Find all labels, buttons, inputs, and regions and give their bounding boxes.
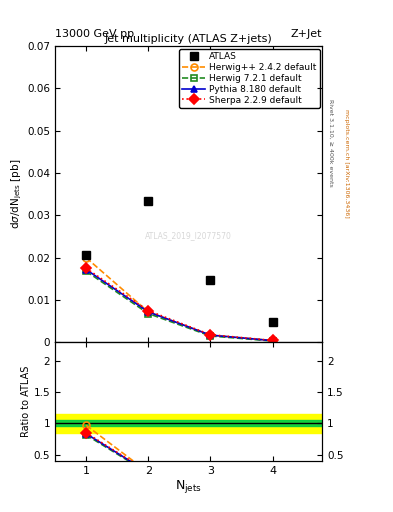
ATLAS (270, 319, 275, 325)
Line: Sherpa 2.2.9 default: Sherpa 2.2.9 default (83, 265, 276, 344)
Pythia 8.180 default (84, 266, 88, 272)
Text: ATLAS_2019_I2077570: ATLAS_2019_I2077570 (145, 231, 232, 240)
Sherpa 2.2.9 default (84, 265, 88, 271)
Text: Z+Jet: Z+Jet (291, 29, 322, 39)
Title: Jet multiplicity (ATLAS Z+jets): Jet multiplicity (ATLAS Z+jets) (105, 34, 272, 44)
Sherpa 2.2.9 default (270, 337, 275, 344)
Legend: ATLAS, Herwig++ 2.4.2 default, Herwig 7.2.1 default, Pythia 8.180 default, Sherp: ATLAS, Herwig++ 2.4.2 default, Herwig 7.… (179, 49, 320, 108)
Sherpa 2.2.9 default (146, 308, 151, 314)
Line: Herwig 7.2.1 default: Herwig 7.2.1 default (83, 268, 276, 345)
Text: 13000 GeV pp: 13000 GeV pp (55, 29, 134, 39)
Line: ATLAS: ATLAS (82, 197, 277, 326)
Herwig 7.2.1 default (84, 268, 88, 274)
Line: Herwig++ 2.4.2 default: Herwig++ 2.4.2 default (83, 254, 276, 344)
ATLAS (146, 198, 151, 204)
Herwig 7.2.1 default (146, 310, 151, 316)
Bar (55, 414, 322, 433)
Pythia 8.180 default (270, 337, 275, 344)
Line: Pythia 8.180 default: Pythia 8.180 default (83, 266, 276, 344)
X-axis label: N$_{\rm jets}$: N$_{\rm jets}$ (175, 478, 202, 496)
Herwig++ 2.4.2 default (146, 309, 151, 315)
Sherpa 2.2.9 default (208, 332, 213, 338)
Text: mcplots.cern.ch [arXiv:1306.3436]: mcplots.cern.ch [arXiv:1306.3436] (344, 110, 349, 218)
Pythia 8.180 default (146, 309, 151, 315)
ATLAS (208, 277, 213, 283)
Y-axis label: Ratio to ATLAS: Ratio to ATLAS (21, 366, 31, 437)
ATLAS (84, 252, 88, 258)
Y-axis label: d$\sigma$/dN$_{\rm jets}$ [pb]: d$\sigma$/dN$_{\rm jets}$ [pb] (10, 159, 24, 229)
Herwig++ 2.4.2 default (84, 254, 88, 261)
Bar (55, 420, 322, 426)
Herwig++ 2.4.2 default (270, 337, 275, 344)
Text: Rivet 3.1.10, ≥ 400k events: Rivet 3.1.10, ≥ 400k events (328, 99, 333, 187)
Herwig++ 2.4.2 default (208, 332, 213, 338)
Herwig 7.2.1 default (270, 338, 275, 344)
Pythia 8.180 default (208, 332, 213, 338)
Herwig 7.2.1 default (208, 333, 213, 339)
